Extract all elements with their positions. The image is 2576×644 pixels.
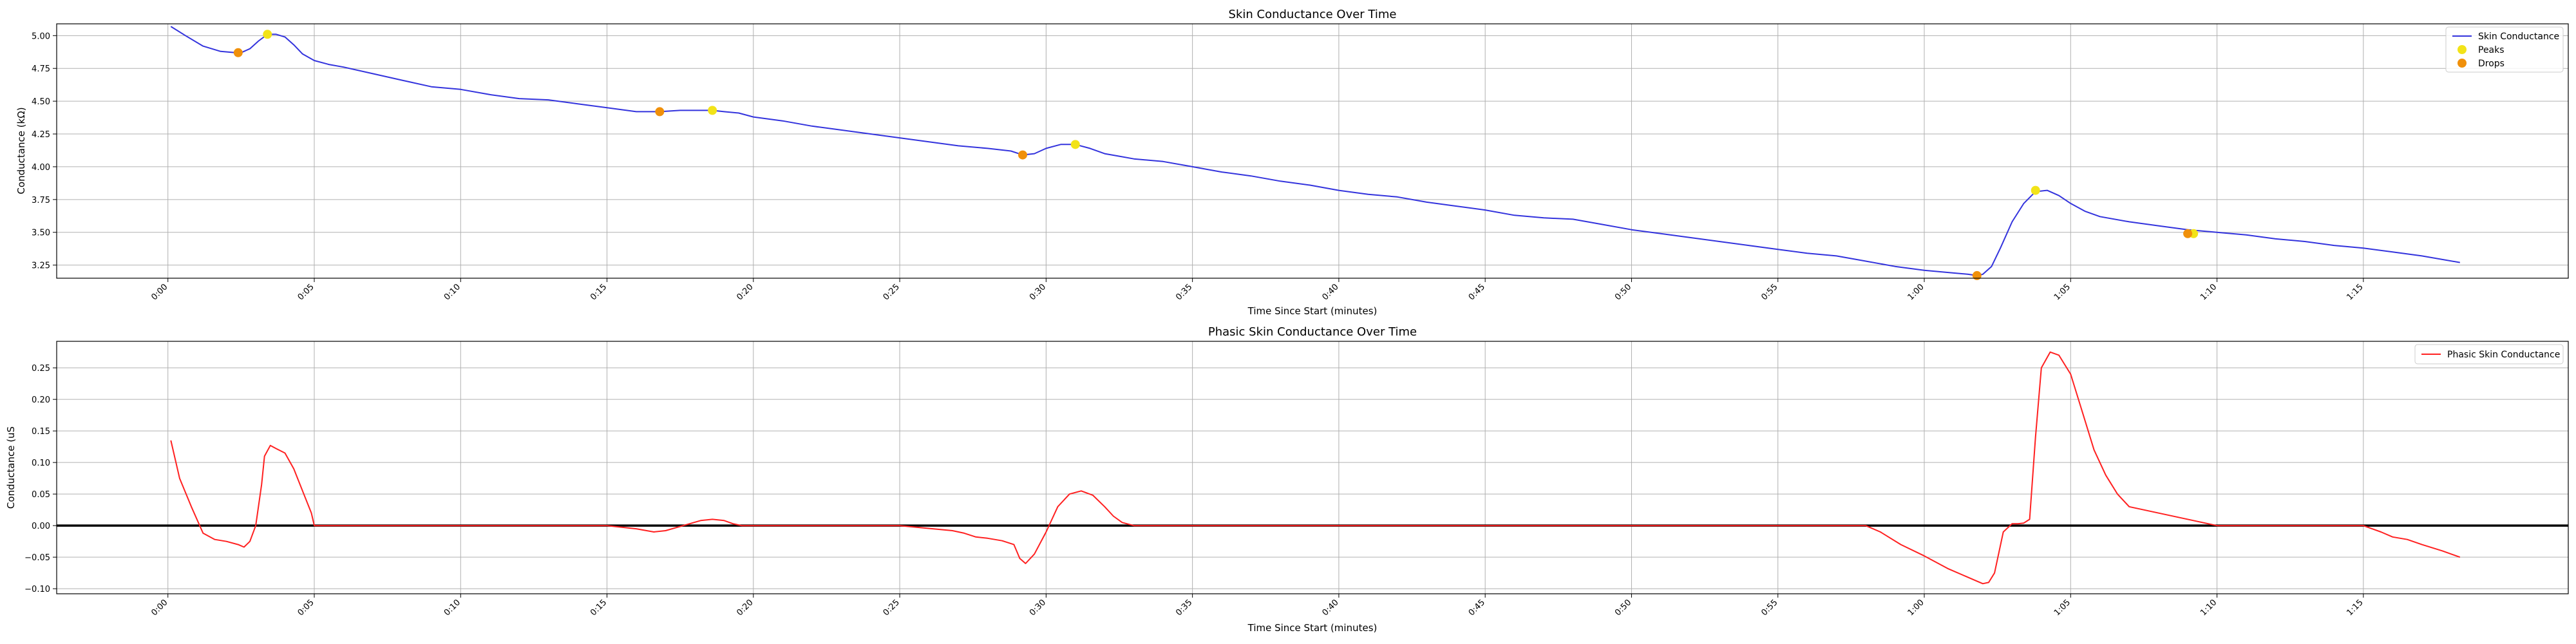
- marker-drops: [1018, 150, 1027, 160]
- y-tick-label: 4.50: [32, 97, 50, 107]
- legend-label-phasic: Phasic Skin Conductance: [2447, 350, 2560, 360]
- legend-label-drops: Drops: [2478, 59, 2505, 69]
- axes-frame: [56, 23, 2569, 279]
- skin-conductance-chart: Skin Conductance Over Time 0:00 0:05 0:10 0…: [15, 8, 2569, 317]
- x-axis-label: Time Since Start (minutes): [1247, 622, 1378, 634]
- y-tick-label: 3.75: [32, 196, 50, 205]
- y-tick-label: 0.15: [32, 427, 50, 437]
- legend-frame: [2414, 344, 2564, 365]
- legend-marker-peaks: [2458, 45, 2467, 54]
- y-axis-label: Conductance (kΩ): [15, 107, 27, 194]
- y-tick-label: 0.05: [32, 490, 50, 500]
- y-axis-ticks: −0.10 −0.05 0.00 0.05 0.10 0.15 0.20 0.25: [24, 364, 57, 594]
- axes-frame: [56, 341, 2569, 594]
- y-tick-label: 4.75: [32, 64, 50, 74]
- legend-marker-drops: [2458, 59, 2467, 68]
- y-tick-label: 0.00: [32, 522, 50, 531]
- y-tick-label: 4.00: [32, 163, 50, 173]
- marker-peaks: [708, 106, 717, 115]
- y-tick-label: 0.25: [32, 364, 50, 374]
- y-tick-label: 3.50: [32, 229, 50, 238]
- y-axis-label: Conductance (uS: [5, 426, 17, 509]
- chart-title: Phasic Skin Conductance Over Time: [1208, 325, 1417, 339]
- legend-label-peaks: Peaks: [2478, 45, 2505, 55]
- legend-label-skin-conductance: Skin Conductance: [2478, 32, 2559, 42]
- marker-peaks: [263, 30, 272, 39]
- y-tick-label: 3.25: [32, 261, 50, 271]
- chart-title: Skin Conductance Over Time: [1229, 8, 1397, 21]
- y-tick-label: 0.10: [32, 459, 50, 468]
- legend[interactable]: Phasic Skin Conductance: [2414, 344, 2564, 365]
- plot-area: [170, 351, 2461, 585]
- x-axis-label: Time Since Start (minutes): [1247, 305, 1378, 317]
- marker-drops: [2183, 229, 2193, 238]
- legend[interactable]: Skin Conductance Peaks Drops: [2445, 26, 2564, 73]
- y-tick-label: −0.05: [24, 553, 50, 563]
- marker-drops: [233, 48, 243, 57]
- x-axis-ticks: 0:00 0:05 0:10 0:15 0:20 0:25 0:30 0:35 0:40 0:45…: [149, 278, 2365, 302]
- legend-frame: [2445, 26, 2564, 73]
- y-tick-label: 4.25: [32, 130, 50, 140]
- marker-peaks: [2031, 185, 2040, 195]
- y-tick-label: 0.20: [32, 395, 50, 405]
- marker-drops: [655, 107, 665, 117]
- marker-peaks: [1070, 140, 1080, 149]
- y-tick-label: −0.10: [24, 585, 50, 594]
- plot-area: [170, 26, 2460, 280]
- y-tick-label: 5.00: [32, 32, 50, 41]
- grid: [57, 24, 2568, 278]
- marker-drops: [1972, 270, 1982, 280]
- series-line-phasic-skin-conductance: [170, 351, 2461, 585]
- y-axis-ticks: 3.25 3.50 3.75 4.00 4.25 4.50 4.75 5.00: [32, 32, 57, 271]
